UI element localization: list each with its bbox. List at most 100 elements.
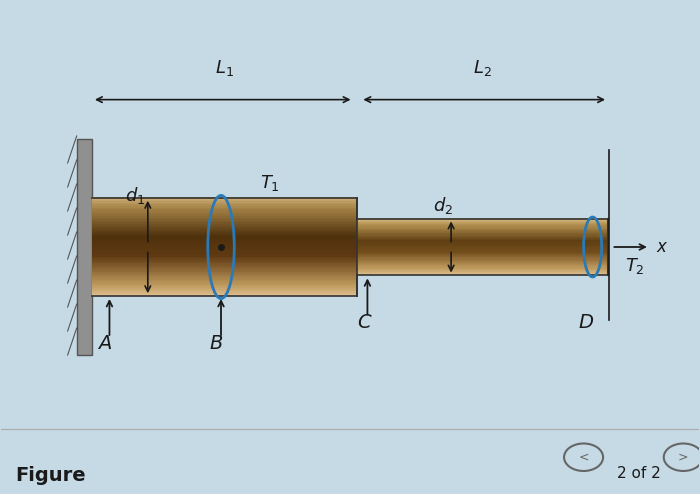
- FancyBboxPatch shape: [92, 207, 357, 209]
- Text: $T_1$: $T_1$: [260, 173, 280, 193]
- FancyBboxPatch shape: [357, 253, 608, 255]
- FancyBboxPatch shape: [357, 255, 608, 257]
- FancyBboxPatch shape: [357, 249, 608, 250]
- FancyBboxPatch shape: [92, 233, 357, 236]
- FancyBboxPatch shape: [92, 256, 357, 258]
- FancyBboxPatch shape: [92, 255, 357, 257]
- FancyBboxPatch shape: [92, 269, 357, 272]
- FancyBboxPatch shape: [357, 218, 608, 220]
- Text: >: >: [678, 451, 689, 464]
- Text: $d_2$: $d_2$: [433, 195, 453, 216]
- FancyBboxPatch shape: [357, 235, 608, 237]
- FancyBboxPatch shape: [357, 254, 608, 256]
- Text: D: D: [578, 313, 593, 332]
- FancyBboxPatch shape: [92, 227, 357, 229]
- Text: $L_1$: $L_1$: [215, 57, 234, 78]
- Text: B: B: [209, 333, 223, 353]
- FancyBboxPatch shape: [92, 289, 357, 291]
- FancyBboxPatch shape: [357, 267, 608, 269]
- FancyBboxPatch shape: [92, 266, 357, 268]
- FancyBboxPatch shape: [92, 292, 357, 294]
- FancyBboxPatch shape: [77, 139, 92, 355]
- FancyBboxPatch shape: [92, 288, 357, 289]
- Text: 2 of 2: 2 of 2: [617, 465, 661, 481]
- FancyBboxPatch shape: [357, 251, 608, 253]
- FancyBboxPatch shape: [92, 209, 357, 211]
- FancyBboxPatch shape: [357, 260, 608, 262]
- FancyBboxPatch shape: [92, 261, 357, 263]
- FancyBboxPatch shape: [357, 227, 608, 229]
- FancyBboxPatch shape: [357, 258, 608, 259]
- FancyBboxPatch shape: [92, 199, 357, 201]
- FancyBboxPatch shape: [92, 286, 357, 288]
- FancyBboxPatch shape: [92, 243, 357, 246]
- FancyBboxPatch shape: [92, 247, 357, 248]
- Text: $T_2$: $T_2$: [624, 256, 645, 276]
- FancyBboxPatch shape: [357, 234, 608, 236]
- FancyBboxPatch shape: [92, 214, 357, 216]
- FancyBboxPatch shape: [357, 266, 608, 268]
- FancyBboxPatch shape: [92, 204, 357, 206]
- Text: A: A: [98, 333, 111, 353]
- FancyBboxPatch shape: [357, 252, 608, 254]
- FancyBboxPatch shape: [92, 215, 357, 217]
- FancyBboxPatch shape: [357, 226, 608, 228]
- FancyBboxPatch shape: [357, 238, 608, 239]
- FancyBboxPatch shape: [357, 261, 608, 263]
- FancyBboxPatch shape: [92, 229, 357, 231]
- FancyBboxPatch shape: [357, 233, 608, 235]
- Text: $L_2$: $L_2$: [473, 57, 492, 78]
- FancyBboxPatch shape: [357, 228, 608, 230]
- FancyBboxPatch shape: [92, 284, 357, 287]
- FancyBboxPatch shape: [92, 274, 357, 277]
- FancyBboxPatch shape: [357, 244, 608, 246]
- Text: C: C: [357, 313, 371, 332]
- FancyBboxPatch shape: [357, 264, 608, 265]
- FancyBboxPatch shape: [92, 260, 357, 262]
- FancyBboxPatch shape: [357, 239, 608, 240]
- FancyBboxPatch shape: [357, 269, 608, 271]
- FancyBboxPatch shape: [92, 290, 357, 293]
- FancyBboxPatch shape: [92, 206, 357, 207]
- FancyBboxPatch shape: [357, 240, 608, 241]
- FancyBboxPatch shape: [357, 268, 608, 270]
- FancyBboxPatch shape: [92, 294, 357, 296]
- FancyBboxPatch shape: [92, 240, 357, 242]
- FancyBboxPatch shape: [92, 263, 357, 265]
- FancyBboxPatch shape: [357, 243, 608, 245]
- FancyBboxPatch shape: [92, 278, 357, 280]
- FancyBboxPatch shape: [92, 235, 357, 237]
- FancyBboxPatch shape: [92, 225, 357, 227]
- FancyBboxPatch shape: [92, 273, 357, 275]
- FancyBboxPatch shape: [357, 247, 608, 248]
- FancyBboxPatch shape: [357, 273, 608, 274]
- FancyBboxPatch shape: [357, 272, 608, 273]
- Text: <: <: [578, 451, 589, 464]
- FancyBboxPatch shape: [357, 257, 608, 258]
- FancyBboxPatch shape: [92, 248, 357, 250]
- FancyBboxPatch shape: [357, 236, 608, 238]
- FancyBboxPatch shape: [357, 246, 608, 247]
- FancyBboxPatch shape: [92, 198, 357, 200]
- FancyBboxPatch shape: [357, 225, 608, 226]
- FancyBboxPatch shape: [92, 251, 357, 253]
- FancyBboxPatch shape: [357, 219, 608, 221]
- FancyBboxPatch shape: [357, 231, 608, 232]
- FancyBboxPatch shape: [92, 219, 357, 221]
- Text: x: x: [657, 238, 666, 256]
- FancyBboxPatch shape: [92, 224, 357, 226]
- FancyBboxPatch shape: [92, 271, 357, 273]
- FancyBboxPatch shape: [357, 221, 608, 223]
- FancyBboxPatch shape: [92, 268, 357, 270]
- FancyBboxPatch shape: [92, 210, 357, 212]
- FancyBboxPatch shape: [92, 220, 357, 222]
- FancyBboxPatch shape: [357, 224, 608, 225]
- FancyBboxPatch shape: [92, 238, 357, 241]
- FancyBboxPatch shape: [92, 242, 357, 244]
- FancyBboxPatch shape: [92, 222, 357, 224]
- FancyBboxPatch shape: [92, 230, 357, 232]
- FancyBboxPatch shape: [357, 270, 608, 272]
- FancyBboxPatch shape: [357, 259, 608, 261]
- FancyBboxPatch shape: [92, 201, 357, 203]
- FancyBboxPatch shape: [357, 223, 608, 224]
